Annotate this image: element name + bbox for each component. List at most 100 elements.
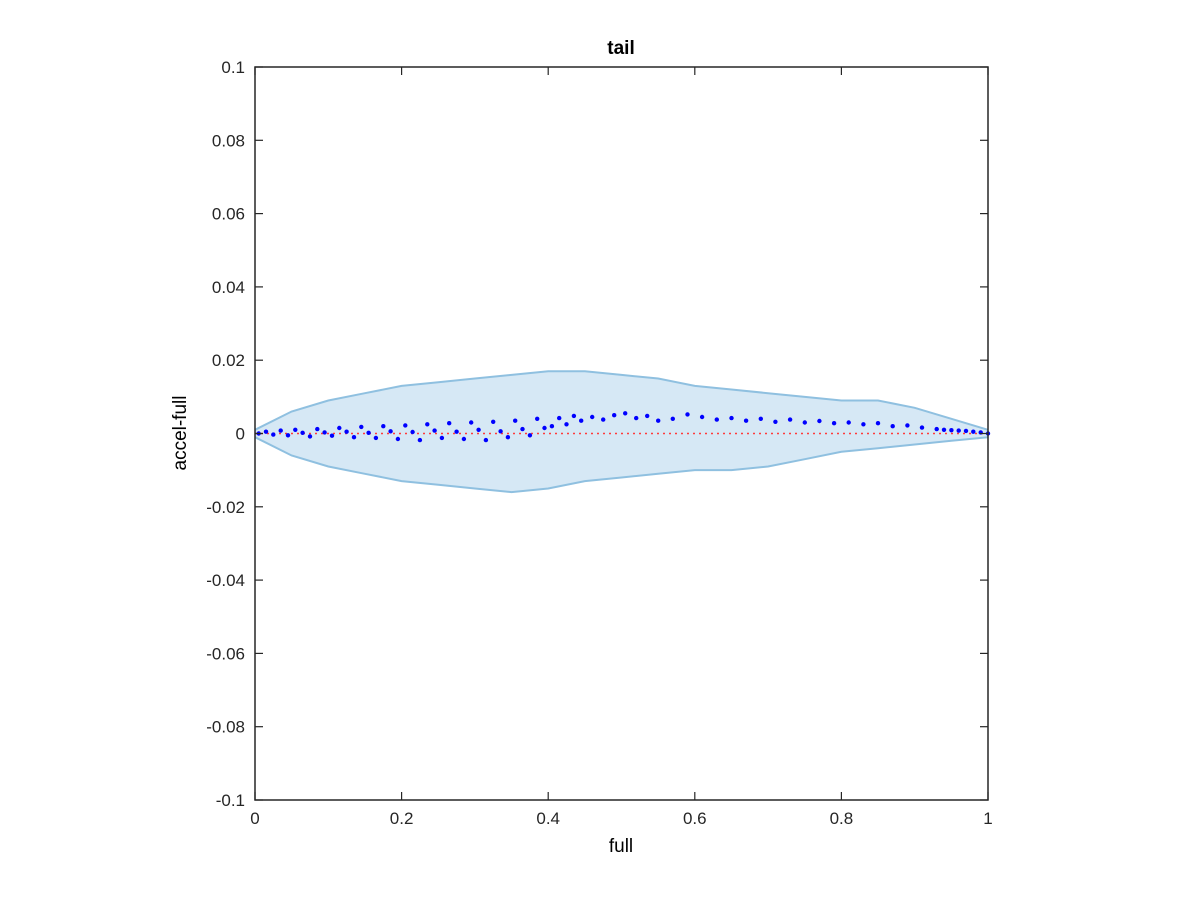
data-point bbox=[527, 433, 533, 438]
data-point bbox=[905, 423, 910, 428]
y-tick-label: -0.06 bbox=[206, 644, 245, 663]
data-point bbox=[395, 436, 401, 442]
data-point bbox=[315, 426, 320, 432]
data-point bbox=[417, 437, 423, 443]
data-point bbox=[571, 413, 577, 419]
data-point bbox=[890, 424, 895, 429]
data-point bbox=[758, 416, 763, 421]
x-axis-label: full bbox=[609, 836, 633, 857]
data-point bbox=[505, 435, 511, 440]
data-point bbox=[447, 421, 452, 426]
data-point bbox=[381, 424, 386, 429]
x-tick-label: 0.4 bbox=[536, 809, 560, 828]
x-tick-label: 0.8 bbox=[830, 809, 854, 828]
data-point bbox=[373, 435, 379, 441]
data-point bbox=[263, 429, 269, 434]
data-point bbox=[461, 436, 467, 442]
band-upper-edge bbox=[254, 370, 989, 431]
data-point bbox=[685, 412, 690, 417]
data-point bbox=[469, 420, 474, 425]
data-point bbox=[322, 430, 327, 435]
data-point bbox=[439, 435, 445, 441]
data-point bbox=[403, 423, 408, 428]
data-point bbox=[549, 424, 555, 429]
y-tick-label: -0.1 bbox=[216, 791, 245, 810]
x-tick-label: 0.6 bbox=[683, 809, 707, 828]
data-point bbox=[846, 420, 851, 425]
data-point bbox=[351, 435, 357, 440]
data-point bbox=[491, 419, 496, 424]
y-tick-label: 0.1 bbox=[221, 58, 245, 77]
data-point bbox=[831, 421, 837, 426]
band-area bbox=[255, 371, 988, 493]
y-tick-label: 0.04 bbox=[212, 278, 245, 297]
data-point bbox=[971, 429, 976, 434]
data-point bbox=[542, 425, 547, 431]
data-point bbox=[941, 427, 947, 432]
y-tick-label: -0.02 bbox=[206, 498, 245, 517]
data-point bbox=[293, 427, 298, 432]
data-point bbox=[623, 411, 628, 416]
data-points bbox=[256, 411, 991, 443]
y-tick-label: 0 bbox=[236, 425, 245, 444]
data-point bbox=[483, 437, 489, 443]
data-point bbox=[337, 425, 342, 431]
y-axis-label: accel-full bbox=[170, 396, 191, 471]
x-ticks: 0 0.2 0.4 0.6 0.8 1 bbox=[250, 67, 993, 828]
data-point bbox=[454, 429, 459, 434]
data-point bbox=[590, 414, 595, 420]
data-point bbox=[612, 413, 617, 418]
data-point bbox=[271, 432, 276, 437]
data-point bbox=[956, 428, 961, 433]
data-point bbox=[670, 416, 675, 421]
x-tick-label: 0 bbox=[250, 809, 259, 828]
data-point bbox=[432, 428, 437, 433]
data-point bbox=[300, 430, 305, 435]
data-point bbox=[425, 422, 430, 427]
data-point bbox=[344, 429, 349, 434]
data-point bbox=[388, 429, 393, 434]
data-point bbox=[476, 427, 481, 432]
data-point bbox=[875, 421, 881, 426]
data-point bbox=[579, 418, 584, 423]
data-point bbox=[601, 417, 606, 422]
data-point bbox=[278, 428, 283, 433]
y-tick-label: 0.06 bbox=[212, 205, 245, 224]
data-point bbox=[329, 433, 335, 438]
data-point bbox=[949, 428, 954, 433]
y-ticks: -0.1 -0.08 -0.06 -0.04 -0.02 0 0.02 0.04 0.06 0.0… bbox=[206, 58, 988, 810]
data-point bbox=[513, 418, 518, 423]
data-point bbox=[307, 434, 313, 439]
data-point bbox=[520, 426, 525, 432]
data-point bbox=[285, 433, 291, 438]
band-lower-edge bbox=[254, 436, 989, 494]
y-tick-label: 0.02 bbox=[212, 351, 245, 370]
data-point bbox=[410, 429, 415, 435]
data-point bbox=[817, 418, 822, 424]
data-point bbox=[564, 422, 569, 427]
chart-title: tail bbox=[607, 38, 634, 59]
data-point bbox=[359, 424, 364, 430]
y-tick-label: 0.08 bbox=[212, 131, 245, 150]
confidence-band bbox=[254, 370, 989, 494]
x-tick-label: 0.2 bbox=[390, 809, 414, 828]
data-point bbox=[861, 422, 866, 427]
data-point bbox=[729, 415, 734, 421]
y-tick-label: -0.04 bbox=[206, 571, 245, 590]
data-point bbox=[557, 415, 562, 421]
data-point bbox=[656, 418, 661, 423]
data-point bbox=[366, 430, 371, 435]
x-tick-label: 1 bbox=[983, 809, 992, 828]
y-tick-label: -0.08 bbox=[206, 718, 245, 737]
data-point bbox=[498, 429, 503, 434]
data-point bbox=[787, 417, 793, 422]
data-point bbox=[773, 419, 778, 424]
data-point bbox=[934, 426, 939, 432]
data-point bbox=[634, 415, 639, 421]
data-point bbox=[699, 414, 705, 420]
data-point bbox=[743, 418, 749, 423]
data-point bbox=[535, 416, 540, 421]
data-point bbox=[919, 425, 925, 430]
data-point bbox=[802, 420, 807, 425]
